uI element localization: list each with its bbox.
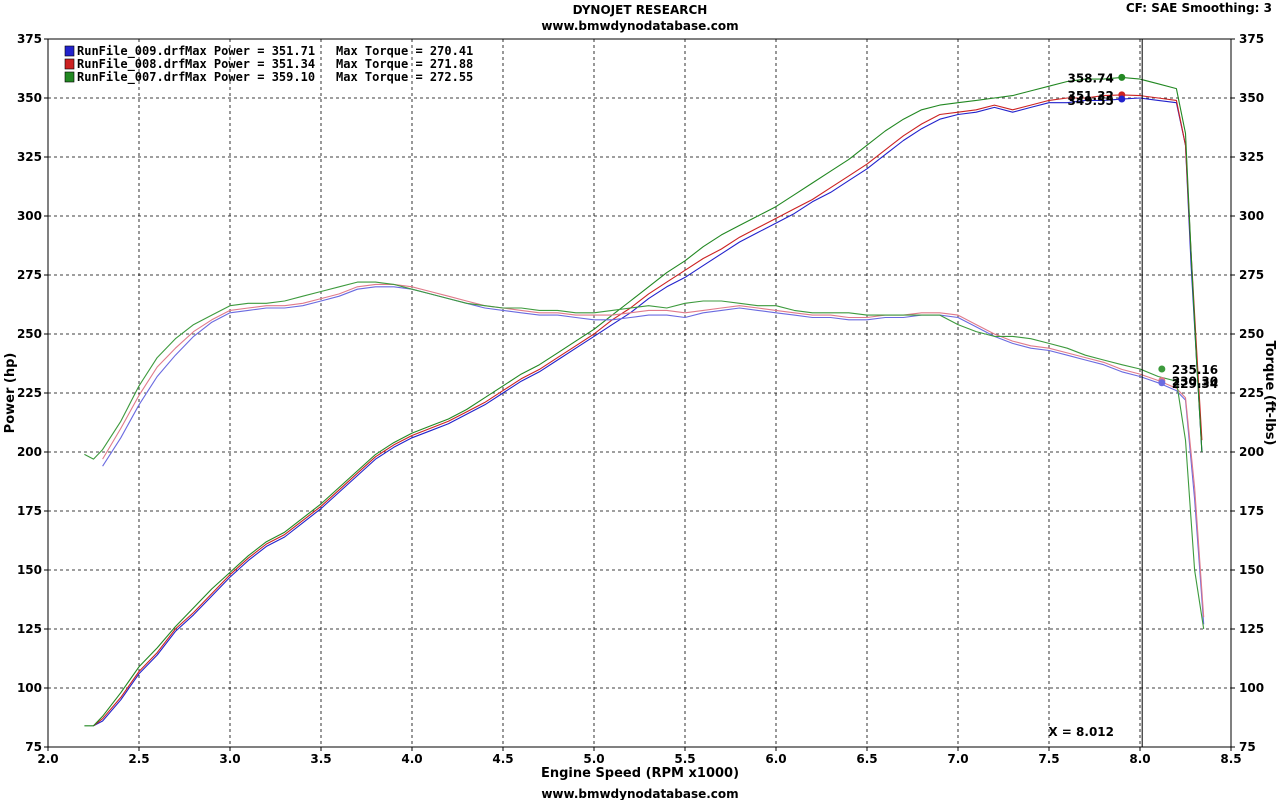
website-bottom: www.bmwdynodatabase.com (541, 787, 738, 800)
legend-max-power: Max Power = 359.10 (185, 70, 315, 84)
y-tick-label-right: 125 (1239, 622, 1264, 636)
cursor-x-label: X = 8.012 (1048, 725, 1114, 739)
power-readout-marker (1118, 73, 1126, 81)
power-readout-label: 351.32 (1067, 89, 1113, 103)
y-tick-label-left: 200 (17, 445, 42, 459)
y-tick-label-left: 125 (17, 622, 42, 636)
legend-max-power: Max Power = 351.34 (185, 57, 315, 71)
y-tick-label-right: 300 (1239, 209, 1264, 223)
y-tick-label-right: 325 (1239, 150, 1264, 164)
x-tick-label: 7.0 (947, 752, 968, 766)
y-axis-label-left: Power (hp) (3, 353, 18, 434)
y-tick-label-left: 75 (25, 740, 42, 754)
x-tick-label: 6.5 (856, 752, 877, 766)
y-tick-label-left: 300 (17, 209, 42, 223)
legend-swatch (64, 45, 75, 57)
axis-ticks: 2.0 2.5 3.0 3.5 4.0 4.5 5.0 5.5 6.0 6.5 7.0 7.5 8.0 8… (17, 32, 1264, 766)
legend-max-torque: Max Torque = 272.55 (336, 70, 473, 84)
y-tick-label-left: 175 (17, 504, 42, 518)
x-tick-label: 8.0 (1129, 752, 1150, 766)
power-readout-marker (1118, 95, 1126, 103)
power-readout-label: 349.55 (1067, 94, 1113, 108)
series-lines (84, 76, 1205, 727)
y-tick-label-left: 150 (17, 563, 42, 577)
x-tick-label: 2.5 (128, 752, 149, 766)
torque-readout-label: 229.34 (1172, 377, 1218, 391)
torque-readout-marker (1158, 379, 1166, 387)
y-tick-label-left: 250 (17, 327, 42, 341)
legend-file: RunFile_007.drf (77, 70, 185, 85)
y-tick-label-right: 275 (1239, 268, 1264, 282)
torque-line (102, 283, 1205, 618)
y-tick-label-right: 150 (1239, 563, 1264, 577)
legend-max-torque: Max Torque = 270.41 (336, 44, 473, 58)
legend-swatch (64, 58, 75, 70)
grid-lines (48, 39, 1231, 747)
legend-swatch (64, 71, 75, 83)
y-tick-label-right: 75 (1239, 740, 1256, 754)
y-tick-label-right: 250 (1239, 327, 1264, 341)
y-tick-label-right: 175 (1239, 504, 1264, 518)
y-tick-label-right: 100 (1239, 681, 1264, 695)
legend: RunFile_009.drf Max Power = 351.71 Max T… (64, 44, 473, 85)
x-axis-label: Engine Speed (RPM x1000) (541, 766, 739, 781)
torque-line (84, 281, 1205, 630)
power-line (93, 94, 1203, 727)
torque-readout-label: 235.16 (1172, 363, 1218, 377)
power-readout-label: 358.74 (1067, 71, 1113, 85)
x-tick-label: 5.0 (583, 752, 604, 766)
legend-max-power: Max Power = 351.71 (185, 44, 315, 58)
x-tick-label: 3.5 (310, 752, 331, 766)
x-tick-label: 2.0 (37, 752, 58, 766)
legend-file: RunFile_009.drf (77, 44, 185, 59)
plot-area (47, 38, 1232, 748)
x-tick-label: 8.5 (1220, 752, 1241, 766)
chart-title: DYNOJET RESEARCH (573, 3, 708, 17)
y-tick-label-right: 375 (1239, 32, 1264, 46)
x-tick-label: 4.5 (492, 752, 513, 766)
settings-readout: CF: SAE Smoothing: 3 (1126, 1, 1272, 15)
website-top: www.bmwdynodatabase.com (541, 19, 738, 33)
y-tick-label-left: 225 (17, 386, 42, 400)
x-tick-label: 7.5 (1038, 752, 1059, 766)
x-tick-label: 6.0 (765, 752, 786, 766)
torque-readout-marker (1158, 365, 1166, 373)
y-tick-label-left: 375 (17, 32, 42, 46)
power-line (93, 97, 1203, 727)
y-tick-label-right: 350 (1239, 91, 1264, 105)
x-tick-label: 4.0 (401, 752, 422, 766)
legend-file: RunFile_008.drf (77, 57, 185, 72)
x-tick-label: 3.0 (219, 752, 240, 766)
y-tick-label-left: 275 (17, 268, 42, 282)
legend-entry: RunFile_009.drf Max Power = 351.71 Max T… (64, 44, 473, 59)
legend-entry: RunFile_008.drf Max Power = 351.34 Max T… (64, 57, 473, 72)
y-axis-label-right: Torque (ft-lbs) (1262, 340, 1277, 445)
torque-readout-label: 230.30 (1172, 374, 1218, 388)
torque-line (102, 286, 1205, 625)
power-line (84, 76, 1203, 727)
legend-max-torque: Max Torque = 271.88 (336, 57, 473, 71)
y-tick-label-left: 100 (17, 681, 42, 695)
legend-entry: RunFile_007.drf Max Power = 359.10 Max T… (64, 70, 473, 85)
x-tick-label: 5.5 (674, 752, 695, 766)
y-tick-label-left: 325 (17, 150, 42, 164)
y-tick-label-left: 350 (17, 91, 42, 105)
y-tick-label-right: 225 (1239, 386, 1264, 400)
y-tick-label-right: 200 (1239, 445, 1264, 459)
